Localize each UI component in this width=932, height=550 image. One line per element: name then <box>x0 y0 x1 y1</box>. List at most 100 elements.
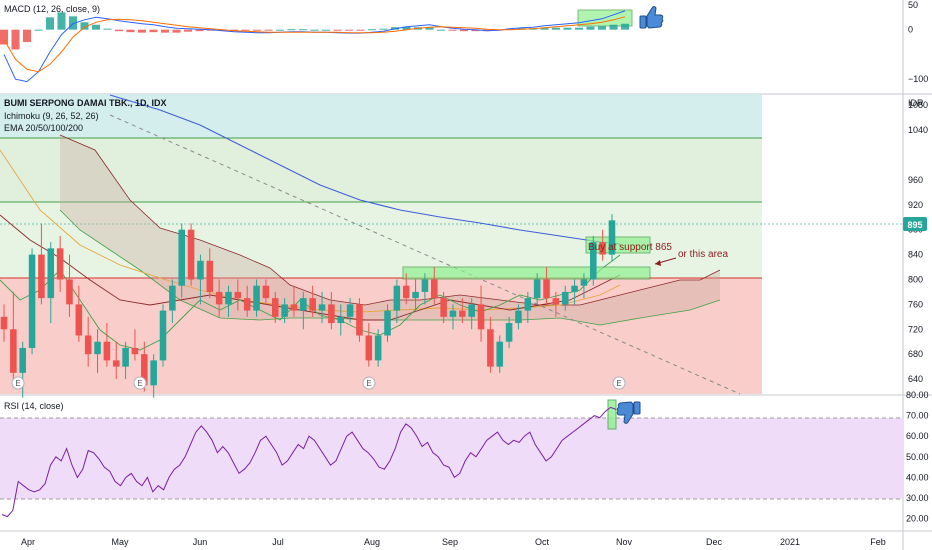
candle-body <box>374 335 382 361</box>
rsi-series <box>1 406 617 518</box>
candle-body <box>103 341 111 361</box>
macd-histogram-bar <box>563 27 572 30</box>
macd-histogram-bar <box>103 28 112 30</box>
macd-histogram-bar <box>425 27 434 30</box>
macd-histogram-bar <box>114 29 124 32</box>
earnings-marker-circle <box>362 376 376 390</box>
macd-histogram-bar <box>344 29 354 31</box>
candle-body <box>524 298 532 311</box>
candle-body <box>0 316 8 330</box>
earnings-marker-label: E <box>616 379 621 388</box>
candle-body <box>28 254 36 348</box>
price-tick-label: 1080 <box>908 100 928 110</box>
candle-body <box>384 310 391 336</box>
currency-label: IDR <box>908 98 924 108</box>
candle-body <box>393 285 401 311</box>
macd-histogram-bar <box>609 24 618 30</box>
macd-histogram-bar <box>241 29 250 31</box>
time-axis-label: Dec <box>706 537 723 547</box>
macd-histogram-bar <box>126 29 135 33</box>
macd-histogram-bar <box>471 29 480 32</box>
rsi-highlight-box <box>607 399 617 430</box>
macd-histogram-bar <box>321 29 331 31</box>
candle-body <box>309 298 316 311</box>
macd-tick-label: 0 <box>908 25 913 35</box>
candle-body <box>131 347 139 355</box>
price-tick-label: 720 <box>908 324 923 334</box>
macd-histogram-bar <box>287 29 296 31</box>
candle-body <box>431 279 438 299</box>
candle-body <box>543 279 550 299</box>
macd-histogram-bar <box>379 28 388 30</box>
macd-histogram-bar <box>574 27 584 30</box>
candle-body <box>159 310 167 361</box>
candle-body <box>38 254 45 299</box>
time-axis-label: Oct <box>535 537 550 547</box>
candle-body <box>356 304 363 336</box>
macd-histogram-bar <box>620 23 630 30</box>
candlestick-series <box>0 214 616 398</box>
ichimoku-legend: Ichimoku (9, 26, 52, 26) <box>4 111 99 121</box>
candle-body <box>281 304 288 317</box>
candle-body <box>150 360 157 386</box>
candle-body <box>449 310 457 317</box>
candle-body <box>515 310 522 324</box>
candle-body <box>402 285 410 299</box>
candle-body <box>178 229 185 286</box>
macd-histogram-bar <box>264 29 273 31</box>
macd-histogram-bar <box>367 29 377 31</box>
candle-body <box>487 329 494 367</box>
macd-signal-line <box>3 16 626 73</box>
macd-histogram-bar <box>34 29 43 31</box>
candle-body <box>187 229 195 280</box>
time-axis-label: 2021 <box>780 537 800 547</box>
candle-body <box>468 304 475 317</box>
macd-histogram-bar <box>68 16 78 30</box>
price-axis: 10801040960920880840800760720680640 <box>908 100 928 384</box>
macd-histogram-bar <box>137 29 147 33</box>
time-axis-label: Feb <box>870 537 886 547</box>
macd-histogram-bar <box>252 29 262 31</box>
macd-histogram-bar <box>80 22 89 30</box>
candle-body <box>47 248 55 299</box>
rsi-tick-label: 70.00 <box>906 411 929 421</box>
cloud-lower-edge <box>59 134 721 306</box>
price-tick-label: 920 <box>908 200 923 210</box>
macd-histogram-bar <box>436 29 446 31</box>
candle-body <box>590 242 597 280</box>
macd-histogram-bar <box>597 26 607 30</box>
candle-body <box>19 347 26 373</box>
rsi-tick-label: 50.00 <box>906 452 929 462</box>
candle-body <box>94 341 101 355</box>
last-price-badge: 895 <box>903 217 927 231</box>
macd-line <box>3 10 626 83</box>
candle-body <box>608 220 616 255</box>
earnings-marker-label: E <box>366 379 371 388</box>
earnings-marker-circle <box>133 376 147 390</box>
candle-body <box>215 291 223 305</box>
macd-lines <box>3 10 626 83</box>
macd-histogram-bar <box>195 29 204 32</box>
candle-body <box>459 310 466 317</box>
macd-histogram-bar <box>298 29 308 31</box>
macd-tick-label: −100 <box>908 74 928 84</box>
descending-trend-line <box>109 114 741 395</box>
time-axis-label: Jun <box>193 537 208 547</box>
price-tick-label: 1040 <box>908 125 928 135</box>
candle-body <box>84 335 92 355</box>
macd-histogram-bar <box>183 29 193 32</box>
macd-histogram-bar <box>402 26 411 30</box>
thumbs-up-icon <box>639 6 664 29</box>
earnings-marker-label: E <box>15 379 20 388</box>
macd-histogram-bar <box>551 27 561 30</box>
macd-histogram-bar <box>356 29 365 31</box>
macd-axis: 50 0 −100 <box>908 0 928 84</box>
time-axis-label: Sep <box>442 537 458 547</box>
macd-histogram-bar <box>459 29 469 32</box>
candle-body <box>56 248 64 280</box>
candle-body <box>318 304 326 311</box>
zone-green-upper <box>0 138 762 202</box>
macd-histogram-bar <box>45 17 55 30</box>
macd-histogram-bar <box>229 29 239 31</box>
cloud-upper-region <box>60 135 720 325</box>
